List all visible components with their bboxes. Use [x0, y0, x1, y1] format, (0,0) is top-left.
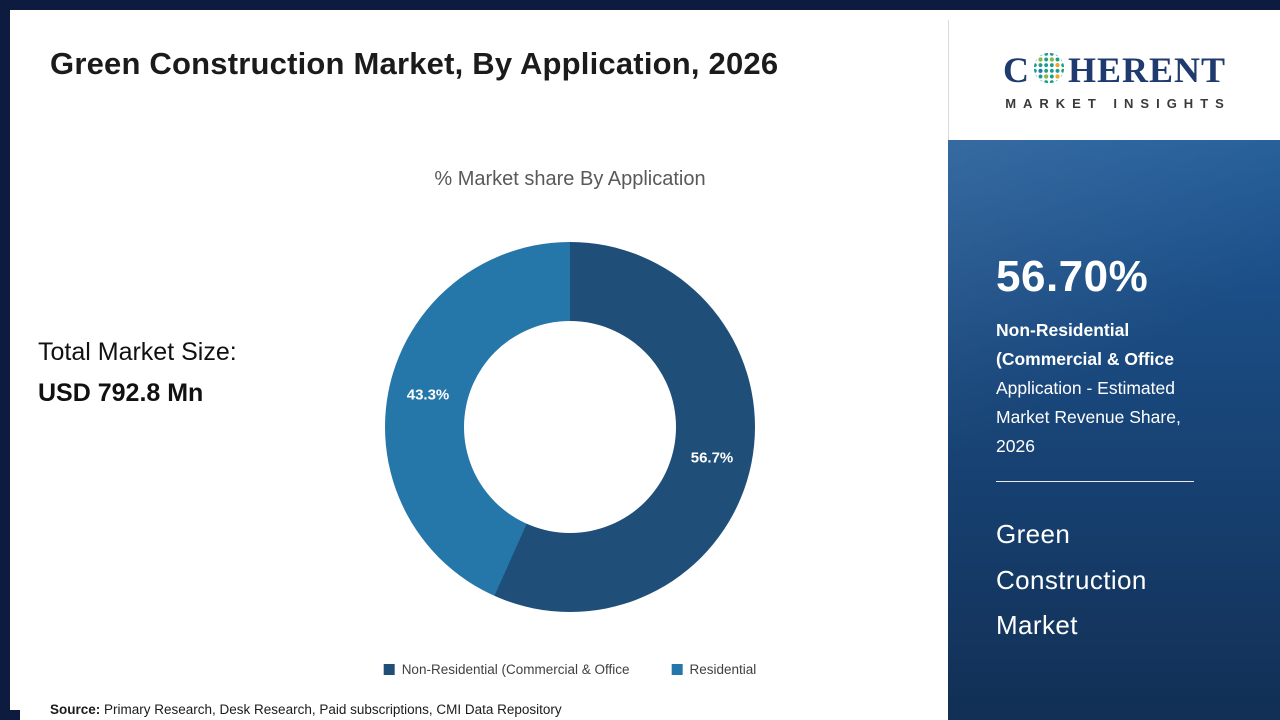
- desc-line-5: 2026: [996, 436, 1035, 457]
- legend-swatch-residential: [671, 664, 683, 675]
- slice-label-residential: 43.3%: [406, 386, 450, 404]
- legend-item-non-residential: Non-Residential (Commercial & Office: [383, 662, 630, 677]
- source-line: Source: Primary Research, Desk Research,…: [50, 702, 562, 717]
- donut-chart: [385, 242, 755, 612]
- legend-item-residential: Residential: [671, 662, 757, 677]
- main-area: Green Construction Market, By Applicatio…: [20, 20, 958, 720]
- total-market-size-block: Total Market Size: USD 792.8 Mn: [38, 338, 237, 408]
- slice-label-non-residential: 56.7%: [690, 449, 734, 467]
- sidebar-divider: [996, 481, 1194, 483]
- legend-swatch-non-residential: [383, 664, 395, 675]
- total-market-size-value: USD 792.8 Mn: [38, 379, 204, 407]
- market-name-line-2: Construction: [996, 564, 1147, 595]
- market-name-line-1: Green: [996, 519, 1071, 550]
- legend-label-non-residential: Non-Residential (Commercial & Office: [401, 662, 630, 677]
- source-text: Primary Research, Desk Research, Paid su…: [100, 702, 562, 717]
- total-market-size-label: Total Market Size:: [38, 338, 237, 366]
- brand-logo: C: [1003, 50, 1226, 90]
- page-title: Green Construction Market, By Applicatio…: [50, 46, 779, 81]
- right-column: C: [948, 20, 1280, 720]
- source-label: Source:: [50, 702, 101, 717]
- dotted-globe-icon: [1032, 51, 1066, 91]
- logo-text-herent: HERENT: [1067, 49, 1227, 90]
- legend-label-residential: Residential: [689, 662, 757, 677]
- logo-text-c: C: [1002, 49, 1030, 90]
- headline-percentage: 56.70%: [996, 252, 1149, 301]
- highlight-sidebar: 56.70% Non-Residential (Commercial & Off…: [948, 140, 1280, 720]
- headline-description: Non-Residential (Commercial & Office App…: [996, 316, 1246, 461]
- donut-chart-wrap: 56.7% 43.3%: [385, 242, 755, 612]
- logo-box: C: [948, 20, 1280, 140]
- desc-line-2: (Commercial & Office: [996, 349, 1174, 370]
- desc-line-4: Market Revenue Share,: [996, 407, 1181, 428]
- desc-line-1: Non-Residential: [996, 320, 1130, 340]
- chart-title: % Market share By Application: [434, 168, 706, 190]
- logo-subtitle: MARKET INSIGHTS: [1005, 95, 1231, 111]
- chart-legend: Non-Residential (Commercial & Office Res…: [383, 662, 757, 677]
- desc-line-3: Application - Estimated: [996, 378, 1175, 399]
- market-name: Green Construction Market: [996, 512, 1246, 649]
- market-name-line-3: Market: [996, 610, 1078, 641]
